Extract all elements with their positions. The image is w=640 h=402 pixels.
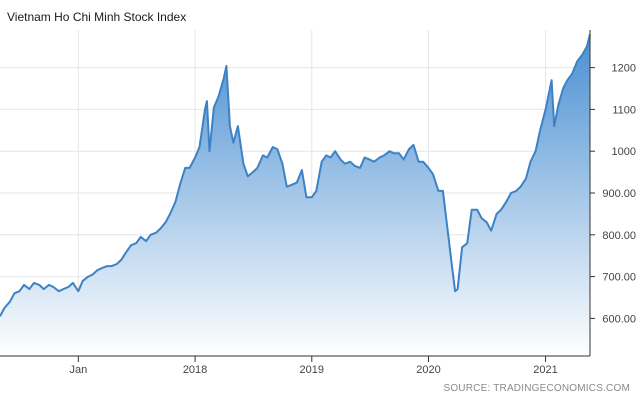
x-tick-label: 2021 — [533, 364, 557, 376]
x-tick-label: 2020 — [416, 364, 440, 376]
series-line — [0, 33, 591, 317]
y-tick-label: 800.00 — [602, 230, 636, 242]
y-tick-label: 1200 — [612, 63, 636, 75]
x-tick-label: Jan — [69, 364, 87, 376]
y-tick-label: 1000 — [612, 146, 636, 158]
y-tick-label: 700.00 — [602, 272, 636, 284]
y-tick-label: 1100 — [612, 104, 636, 116]
y-tick-labels: 600.00 700.00 800.00 900.00 1000 1100 1200 — [602, 63, 636, 326]
chart-title: Vietnam Ho Chi Minh Stock Index — [7, 10, 187, 24]
x-tick-labels: Jan 2018 2019 2020 2021 — [69, 364, 557, 376]
x-tick-label: 2018 — [183, 364, 207, 376]
axis-layer — [0, 30, 595, 362]
x-tick-label: 2019 — [300, 364, 324, 376]
series-area — [0, 34, 590, 356]
y-tick-label: 900.00 — [602, 188, 636, 200]
y-tick-label: 600.00 — [602, 313, 636, 325]
chart-source: SOURCE: TRADINGECONOMICS.COM — [443, 383, 630, 394]
